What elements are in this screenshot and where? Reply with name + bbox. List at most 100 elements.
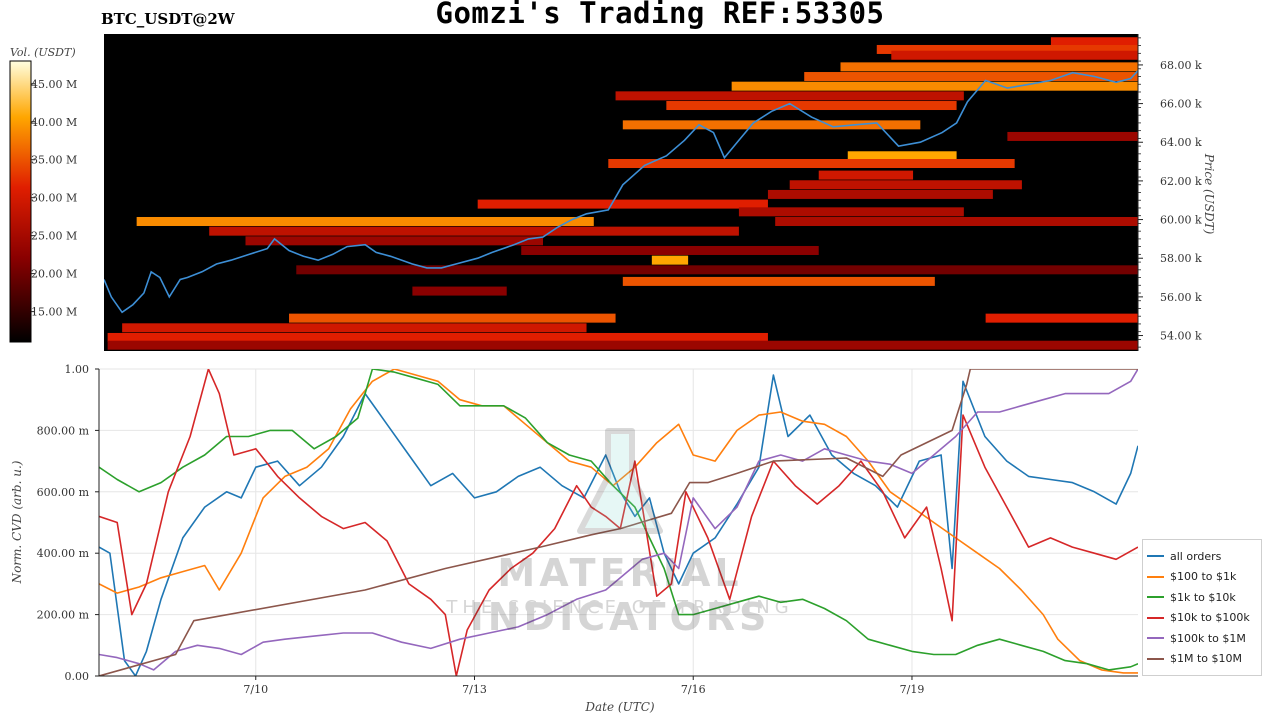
liquidity-band	[622, 276, 935, 286]
liquidity-band	[521, 245, 819, 255]
series-line-r100-1k	[99, 369, 1138, 674]
liquidity-band	[122, 323, 587, 333]
colorbar-tick-label: 45.00 M	[31, 78, 77, 91]
legend-item: $10k to $100k	[1147, 608, 1257, 629]
legend-label: $1M to $10M	[1170, 652, 1243, 666]
legend-item: all orders	[1147, 546, 1257, 567]
series-line-r10k-100k	[99, 369, 1138, 676]
colorbar-gradient	[9, 60, 32, 343]
series-line-r1m-10m	[99, 369, 1138, 676]
symbol-label: BTC_USDT@2W	[101, 10, 235, 28]
liquidity-band	[622, 120, 921, 130]
y-tick-label: 800.00 m	[37, 424, 90, 437]
legend-swatch	[1147, 657, 1164, 660]
series-line-r1k-10k	[99, 369, 1138, 671]
price-tick-label: 54.00 k	[1160, 330, 1202, 343]
colorbar-tick-label: 40.00 M	[31, 116, 77, 129]
liquidity-band	[245, 236, 543, 246]
legend-swatch	[1147, 637, 1164, 640]
legend-label: $10k to $100k	[1170, 611, 1250, 625]
colorbar: Vol. (USDT) 45.00 M 40.00 M 35.00 M 30.00 M…	[9, 46, 77, 343]
y-axis-label: Norm. CVD (arb. u.)	[10, 460, 24, 584]
liquidity-band	[107, 332, 768, 342]
liquidity-band	[615, 91, 964, 101]
price-line	[104, 70, 1138, 314]
liquidity-band	[136, 216, 594, 226]
liquidity-band	[1050, 37, 1138, 47]
cvd-panel: 1.00 800.00 m 600.00 m 400.00 m 200.00 m 0.00…	[10, 363, 1138, 714]
heatmap-bands	[107, 37, 1138, 350]
legend-swatch	[1147, 575, 1164, 578]
colorbar-tick-label: 35.00 M	[31, 154, 77, 167]
liquidity-band	[876, 44, 1138, 54]
liquidity-band	[985, 313, 1138, 323]
colorbar-tick-label: 30.00 M	[31, 192, 77, 205]
colorbar-ticks: 45.00 M 40.00 M 35.00 M 30.00 M 25.00 M 20.00…	[31, 78, 77, 319]
liquidity-band	[289, 313, 616, 323]
price-tick-label: 64.00 k	[1160, 136, 1202, 149]
liquidity-band	[767, 189, 993, 199]
liquidity-band	[847, 151, 957, 161]
colorbar-tick-label: 25.00 M	[31, 230, 77, 243]
legend-item: $1M to $10M	[1147, 649, 1257, 670]
price-tick-label: 58.00 k	[1160, 252, 1202, 265]
liquidity-band	[789, 180, 1022, 190]
price-tick-label: 68.00 k	[1160, 59, 1202, 72]
legend-item: $1k to $10k	[1147, 587, 1257, 608]
colorbar-tick-label: 15.00 M	[31, 306, 77, 319]
liquidity-band	[651, 255, 689, 265]
x-tick-label: 7/16	[681, 683, 706, 696]
series-line-r100k-1m	[99, 369, 1138, 671]
liquidity-band	[477, 199, 768, 209]
legend-item: $100 to $1k	[1147, 567, 1257, 588]
cvd-series	[99, 369, 1138, 676]
colorbar-label: Vol. (USDT)	[10, 46, 76, 59]
legend-label: all orders	[1170, 549, 1222, 563]
liquidity-band	[1007, 131, 1138, 141]
price-tick-label: 60.00 k	[1160, 214, 1202, 227]
price-axis: 68.00 k 66.00 k 64.00 k 62.00 k 60.00 k 58.00…	[1137, 34, 1202, 351]
x-tick-label: 7/19	[900, 683, 925, 696]
legend-swatch	[1147, 555, 1164, 558]
y-tick-label: 600.00 m	[37, 486, 90, 499]
liquidity-band	[818, 170, 914, 180]
legend-item: $100k to $1M	[1147, 628, 1257, 649]
legend-label: $1k to $10k	[1170, 590, 1236, 604]
legend-label: $100k to $1M	[1170, 631, 1246, 645]
liquidity-band	[296, 265, 1138, 275]
liquidity-band	[775, 216, 1138, 226]
liquidity-band	[731, 81, 1138, 91]
price-tick-label: 62.00 k	[1160, 175, 1202, 188]
series-line-all-orders	[99, 374, 1138, 676]
legend-swatch	[1147, 596, 1164, 599]
liquidity-band	[412, 286, 507, 296]
cvd-plot-area	[99, 369, 1138, 676]
liquidity-band	[209, 226, 739, 236]
x-tick-label: 7/13	[462, 683, 487, 696]
price-tick-label: 66.00 k	[1160, 98, 1202, 111]
liquidity-band	[666, 101, 957, 111]
legend-label: $100 to $1k	[1170, 570, 1237, 584]
cvd-axes: 1.00 800.00 m 600.00 m 400.00 m 200.00 m 0.00…	[37, 363, 1138, 696]
liquidity-band	[804, 72, 1138, 82]
liquidity-band	[738, 207, 964, 217]
price-axis-label: Price (USDT)	[1202, 153, 1216, 235]
liquidity-band	[107, 340, 1138, 350]
y-tick-label: 1.00	[65, 363, 90, 376]
liquidity-band	[840, 62, 1138, 72]
heatmap-panel: 68.00 k 66.00 k 64.00 k 62.00 k 60.00 k 58.00…	[104, 34, 1216, 351]
price-tick-label: 56.00 k	[1160, 291, 1202, 304]
liquidity-band	[891, 50, 1138, 60]
legend-swatch	[1147, 616, 1164, 619]
chart-title-text: Gomzi's Trading REF:53305	[435, 0, 885, 30]
colorbar-tick-label: 20.00 M	[31, 268, 77, 281]
y-tick-label: 0.00	[65, 670, 90, 683]
liquidity-band	[608, 159, 1015, 169]
y-tick-label: 200.00 m	[37, 609, 90, 622]
x-tick-label: 7/10	[243, 683, 268, 696]
x-axis-label: Date (UTC)	[584, 700, 654, 714]
y-tick-label: 400.00 m	[37, 547, 90, 560]
legend: all orders $100 to $1k $1k to $10k $10k to …	[1142, 539, 1262, 676]
